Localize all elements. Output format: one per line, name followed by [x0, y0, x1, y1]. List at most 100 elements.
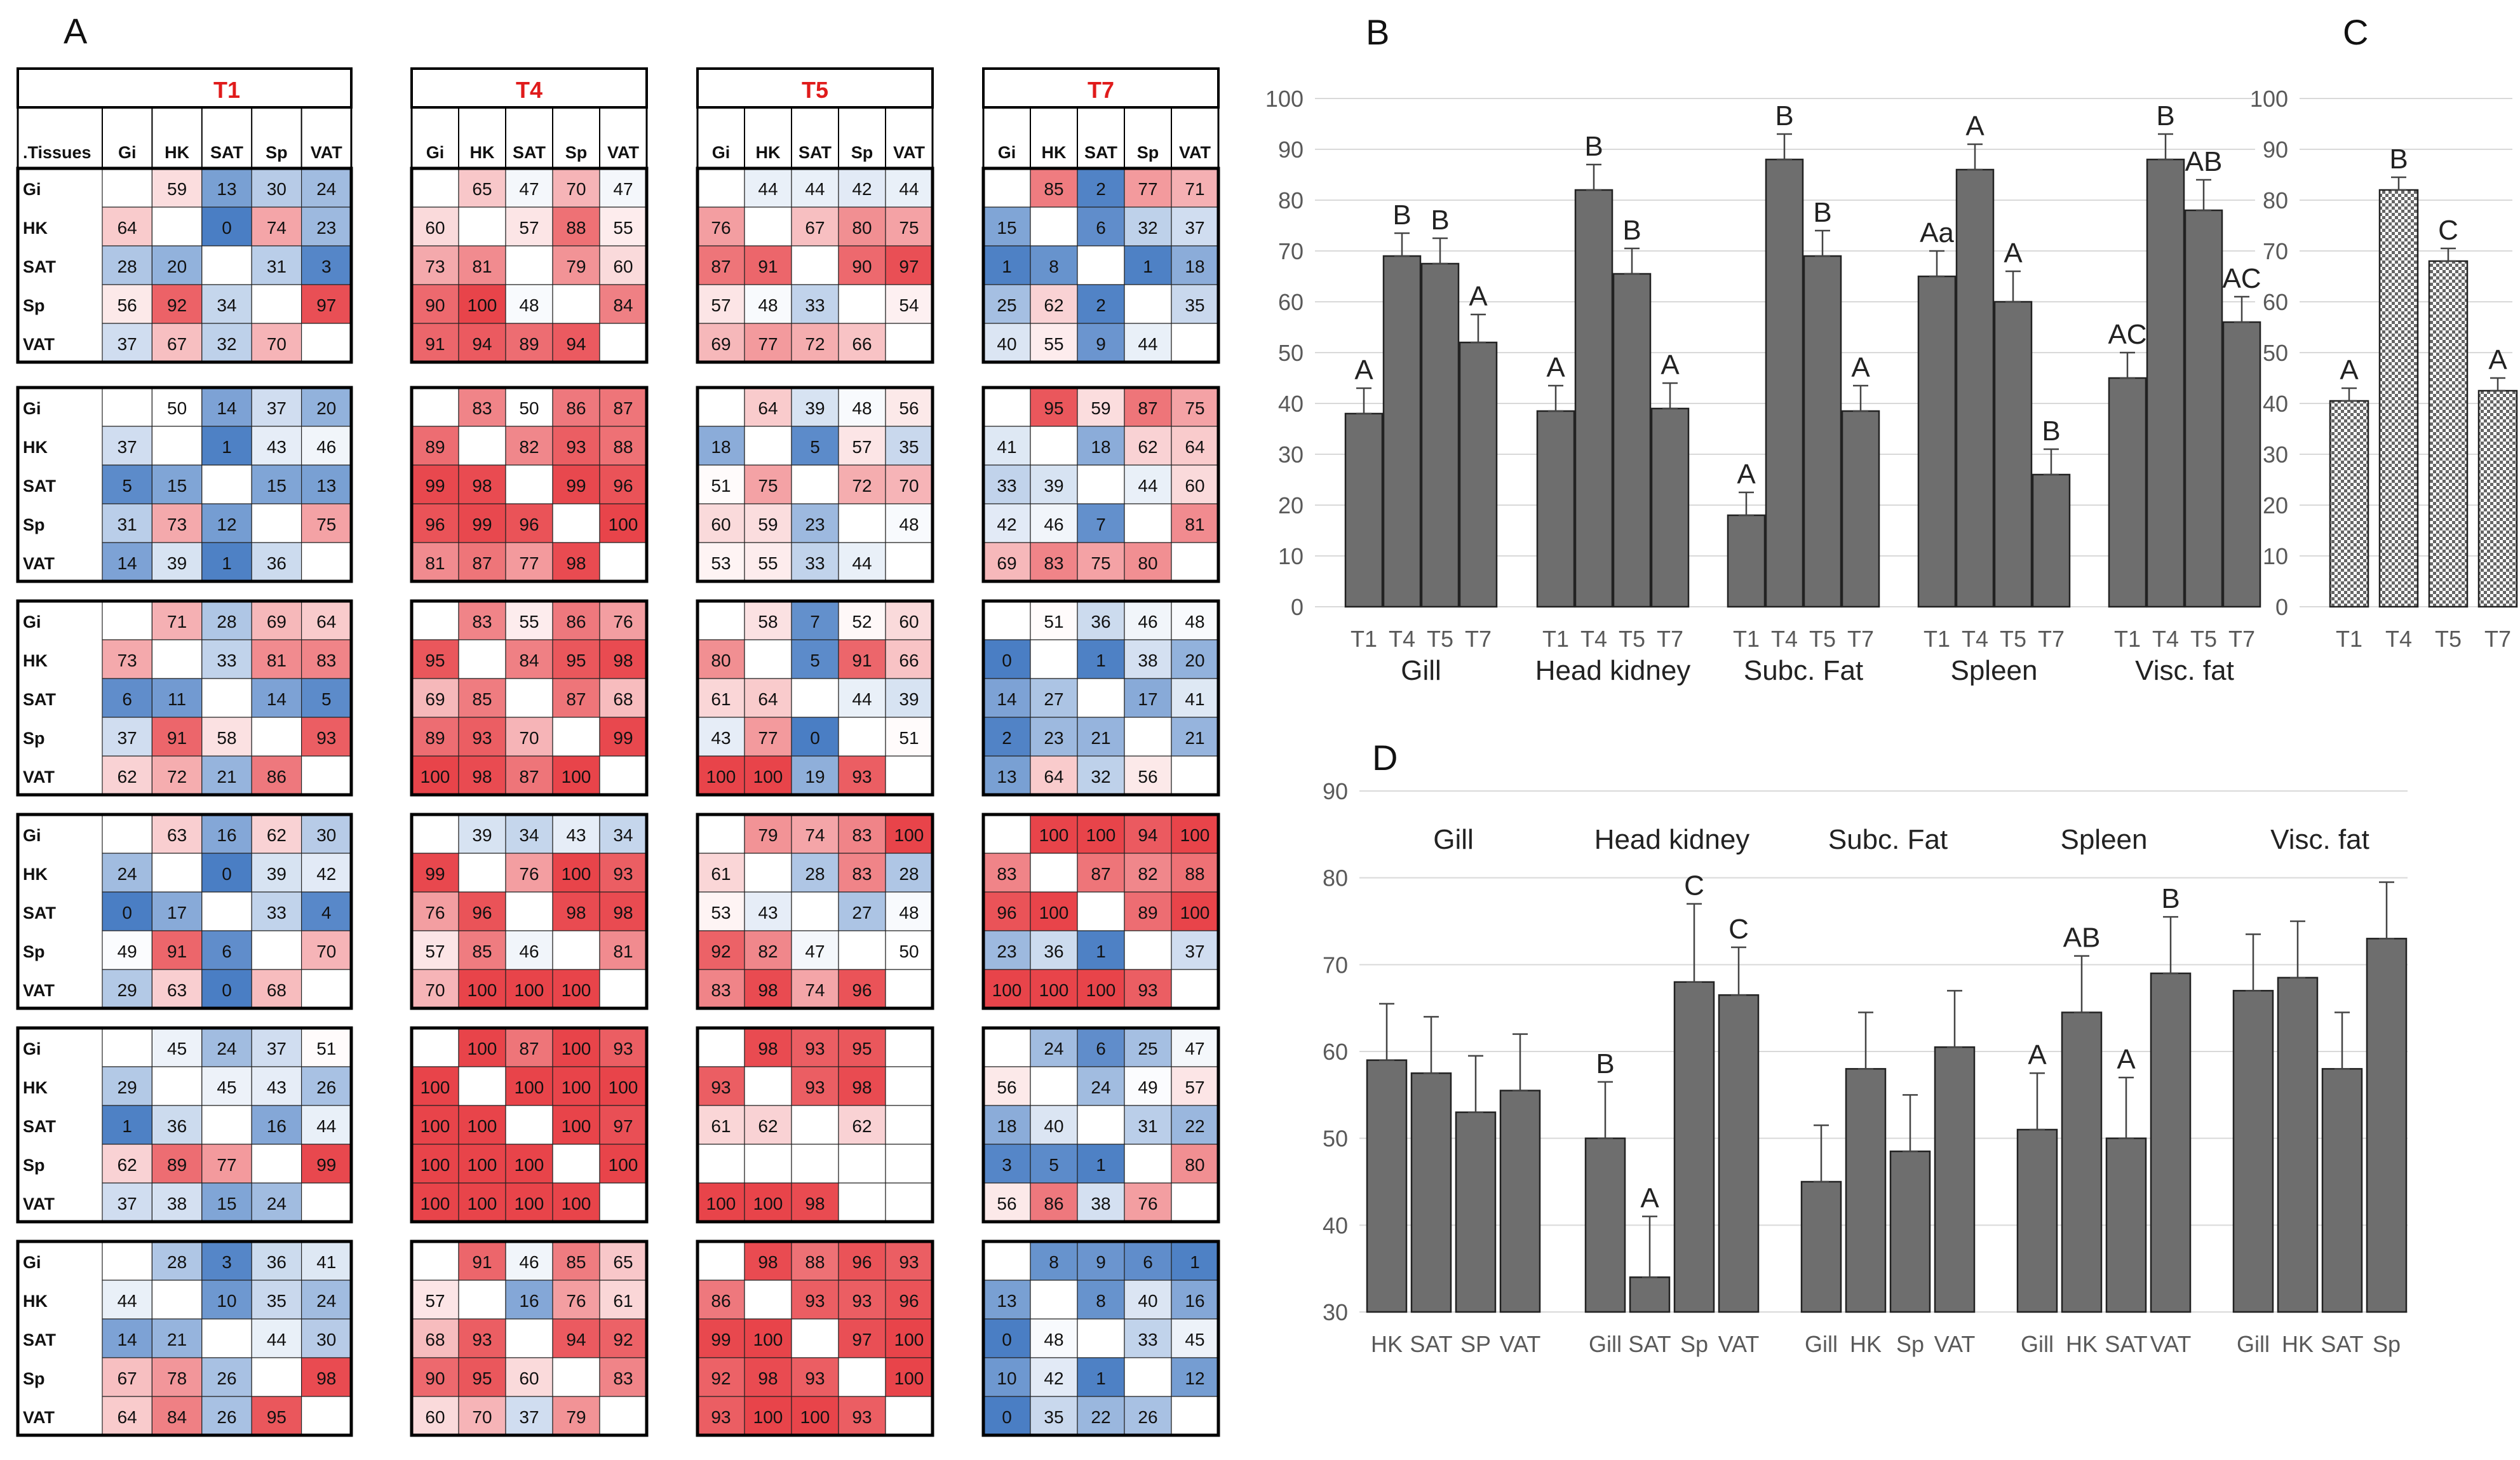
heatmap-cell-value: 83: [852, 825, 872, 845]
heatmap-cell-value: 12: [217, 515, 236, 534]
heatmap-cell: [458, 387, 506, 427]
heatmap-cell: [505, 503, 553, 543]
heatmap-cell: [983, 245, 1031, 285]
row-header-Gi: Gi: [23, 399, 41, 418]
heatmap-cell: [885, 678, 933, 718]
y-tick-label: 70: [1323, 952, 1348, 978]
heatmap-cell-value: 8: [1049, 257, 1059, 276]
x-tick-label: SAT: [2321, 1331, 2363, 1357]
heatmap-cell: [251, 168, 302, 208]
heatmap-cell-value: 33: [267, 903, 286, 923]
heatmap-cell-value: 88: [566, 218, 586, 238]
column-header-VAT: VAT: [607, 143, 639, 162]
heatmap-cell: [744, 168, 792, 208]
heatmap-cell: [1171, 717, 1219, 757]
heatmap-cell: [411, 930, 459, 970]
heatmap-cell: [599, 206, 647, 247]
heatmap-cell: [697, 426, 745, 466]
heatmap-cell-value: 89: [425, 437, 445, 457]
heatmap-cell-value: 37: [118, 728, 137, 748]
x-tick-label: T1: [1733, 626, 1760, 652]
heatmap-cell-value: 84: [167, 1407, 187, 1427]
heatmap-cell-value: 35: [899, 437, 919, 457]
chart-c: 0 10 20 30 40 50 60 70 80 90 100 A T1 B T4 C T5 A T7: [2250, 86, 2518, 652]
heatmap-cell-value: 43: [566, 825, 586, 845]
heatmap-cell: [505, 814, 553, 854]
heatmap-cell-value: 87: [613, 398, 633, 418]
heatmap-cell-value: 55: [613, 218, 633, 238]
heatmap-cell-value: 34: [519, 825, 539, 845]
heatmap-cell: [885, 814, 933, 854]
heatmap-cell: [838, 1357, 886, 1397]
heatmap-cell-value: 8: [1049, 1252, 1059, 1272]
heatmap-cell: [599, 600, 647, 640]
heatmap-cell: [505, 717, 553, 757]
heatmap-cell: [1030, 206, 1078, 247]
heatmap-cell: [151, 814, 203, 854]
heatmap-cell: [505, 1027, 553, 1067]
heatmap-cell: [102, 717, 153, 757]
heatmap-block-border: [410, 599, 649, 797]
heatmap-cell-value: 74: [267, 218, 286, 238]
x-tick-label: T5: [1619, 626, 1645, 652]
heatmap-cell-value: 76: [613, 612, 633, 632]
y-tick-label: 50: [1323, 1126, 1348, 1152]
heatmap-cell-value: 87: [1091, 864, 1110, 884]
heatmap-cell-value: 61: [711, 864, 731, 884]
heatmap-cell-value: 69: [997, 553, 1016, 573]
heatmap-cell: [505, 1280, 553, 1320]
heatmap-cell: [885, 1396, 933, 1436]
heatmap-cell: [838, 969, 886, 1009]
heatmap-cell: [102, 639, 153, 679]
heatmap-cell: [838, 245, 886, 285]
heatmap-cell: [838, 1182, 886, 1222]
heatmap-cell-value: 86: [267, 767, 286, 787]
heatmap-cell: [838, 323, 886, 363]
heatmap-cell: [697, 678, 745, 718]
heatmap-cell: [838, 1318, 886, 1358]
x-tick-label: T1: [1924, 626, 1950, 652]
heatmap-cell-value: 1: [1143, 257, 1153, 276]
heatmap-cell: [885, 1318, 933, 1358]
significance-letter: Aa: [1920, 217, 1954, 248]
heatmap-cell-value: 35: [267, 1291, 286, 1311]
heatmap-cell: [201, 1027, 252, 1067]
heatmap-cell-value: 43: [711, 728, 731, 748]
heatmap-cell-value: 60: [425, 1407, 445, 1427]
heatmap-cell: [744, 1318, 792, 1358]
column-header-HK: HK: [756, 143, 781, 162]
y-tick-label: 40: [1278, 391, 1304, 417]
heatmap-cell: [201, 1144, 252, 1184]
heatmap-cell-value: 97: [899, 257, 919, 276]
heatmap-cell: [552, 464, 600, 504]
heatmap-cell: [251, 503, 302, 543]
heatmap-cell-value: 81: [267, 651, 286, 670]
heatmap-cell: [983, 168, 1031, 208]
heatmap-cell: [301, 284, 352, 324]
heatmap-cell-value: 13: [217, 179, 236, 199]
heatmap-cell-value: 0: [222, 980, 232, 1000]
heatmap-cell: [301, 1241, 352, 1281]
heatmap-cell: [151, 206, 203, 247]
timepoint-label: T7: [1088, 77, 1114, 103]
heatmap-cell-value: 100: [468, 1116, 497, 1136]
heatmap-cell-value: 1: [1002, 257, 1012, 276]
heatmap-cell: [983, 814, 1031, 854]
heatmap-cell-value: 100: [562, 864, 591, 884]
heatmap-cell: [744, 426, 792, 466]
heatmap-cell: [201, 1396, 252, 1436]
heatmap-cell-value: 91: [167, 942, 187, 961]
heatmap-cell-value: 36: [267, 553, 286, 573]
bar: [2321, 1068, 2363, 1313]
heatmap-block-border: [981, 166, 1220, 364]
heatmap-cell: [201, 600, 252, 640]
heatmap-cell: [599, 717, 647, 757]
heatmap-cell: [885, 464, 933, 504]
heatmap-block-border: [410, 813, 649, 1010]
significance-letter: A: [2117, 1044, 2136, 1075]
heatmap-cell-value: 55: [1044, 334, 1063, 354]
heatmap-cell: [1030, 1182, 1078, 1222]
heatmap-cell-value: 37: [118, 334, 137, 354]
heatmap-cell-value: 87: [1138, 398, 1157, 418]
heatmap-cell-value: 15: [267, 476, 286, 496]
